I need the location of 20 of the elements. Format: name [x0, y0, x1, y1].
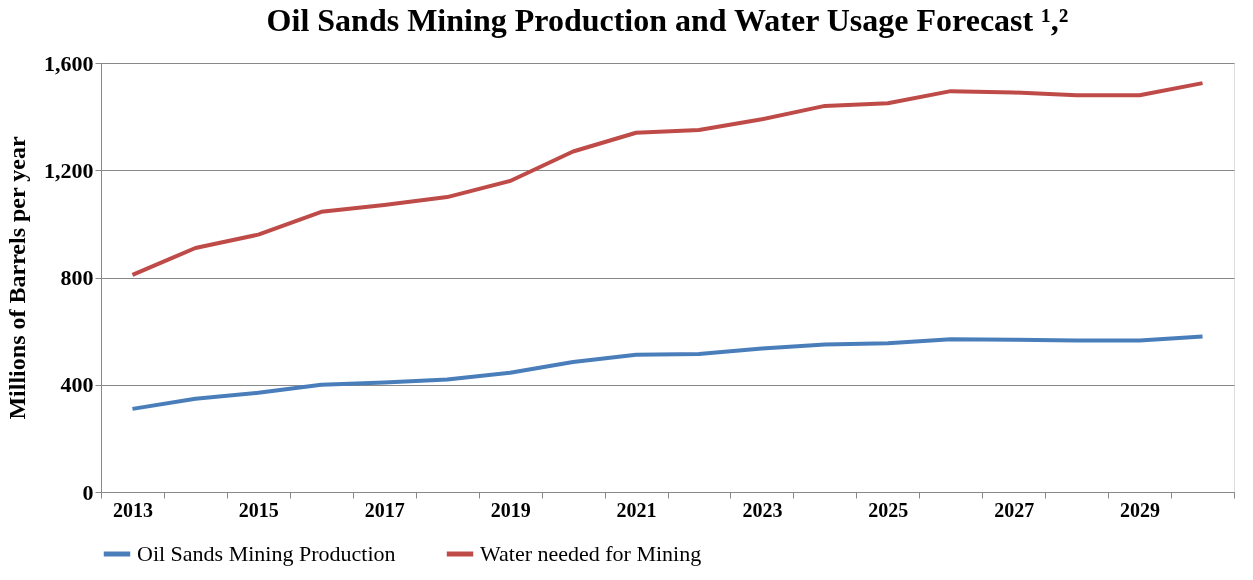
y-tick-label: 800 [60, 265, 94, 290]
y-tick-label: 1,600 [44, 50, 94, 76]
x-tick-label: 2023 [742, 498, 783, 521]
x-tick-label: 2021 [616, 498, 657, 521]
y-tick-label: 1,200 [44, 157, 94, 183]
line-series [130, 334, 1205, 411]
legend-label: Oil Sands Mining Production [137, 541, 396, 566]
legend-label: Water needed for Mining [480, 541, 702, 566]
x-tick-label: 2017 [364, 498, 405, 521]
y-tick-label: 400 [60, 372, 94, 398]
x-tick-label: 2019 [490, 498, 531, 521]
x-tick-label: 2027 [994, 498, 1035, 521]
x-tick-label: 2013 [112, 498, 153, 521]
chart-title: Oil Sands Mining Production and Water Usage Forecast ¹,² [266, 2, 1069, 38]
line-series [130, 81, 1205, 277]
x-tick-label: 2025 [868, 498, 909, 521]
x-tick-label: 2029 [1120, 498, 1161, 521]
y-tick-label: 0 [82, 479, 94, 505]
y-axis-title: Millions of Barrels per year [4, 136, 30, 420]
x-tick-label: 2015 [238, 498, 279, 521]
